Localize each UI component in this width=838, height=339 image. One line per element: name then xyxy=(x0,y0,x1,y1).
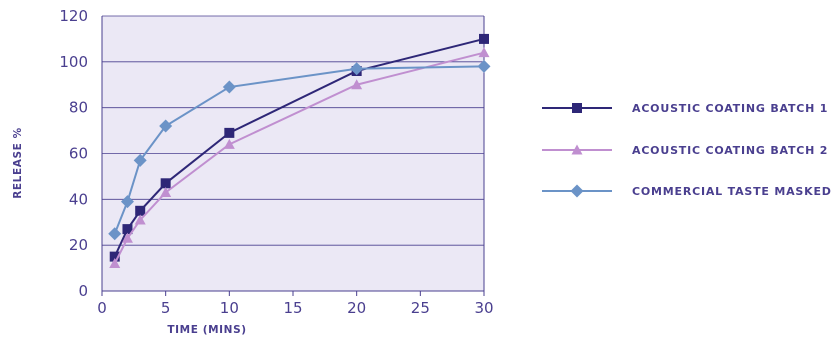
x-tick-labels: 0 5 10 15 20 25 30 xyxy=(97,291,494,317)
legend-marker xyxy=(570,184,584,198)
data-point xyxy=(134,214,146,225)
x-tick-label: 5 xyxy=(161,299,171,317)
y-tick-label: 120 xyxy=(59,7,88,25)
data-point xyxy=(159,119,173,133)
x-tick-label: 10 xyxy=(220,299,239,317)
series-3 xyxy=(108,59,491,241)
y-axis-title: RELEASE % xyxy=(12,127,24,199)
data-point xyxy=(108,227,122,241)
legend-item: ACOUSTIC COATING BATCH 1 xyxy=(542,102,828,115)
legend-label: COMMERCIAL TASTE MASKED xyxy=(632,185,832,198)
data-point xyxy=(109,258,121,268)
x-tick-label: 0 xyxy=(97,299,107,317)
y-tick-label: 20 xyxy=(69,236,88,254)
data-point xyxy=(122,224,133,235)
data-point xyxy=(477,59,491,73)
series-2 xyxy=(109,47,490,268)
data-point xyxy=(109,251,120,262)
legend-marker xyxy=(571,144,583,155)
x-tick-label: 30 xyxy=(474,299,493,317)
legend: ACOUSTIC COATING BATCH 1 ACOUSTIC COATING… xyxy=(542,102,832,198)
y-tick-labels: 0 20 40 60 80 100 120 xyxy=(59,7,88,300)
data-point xyxy=(160,178,171,189)
y-tick-label: 40 xyxy=(69,190,88,208)
data-point xyxy=(135,205,146,216)
data-point xyxy=(223,138,235,149)
data-point xyxy=(478,47,490,58)
y-tick-label: 60 xyxy=(69,145,88,163)
x-tick-label: 20 xyxy=(347,299,366,317)
x-tick-label: 25 xyxy=(411,299,430,317)
legend-item: COMMERCIAL TASTE MASKED xyxy=(542,184,832,198)
x-axis-title: TIME (MINS) xyxy=(167,324,246,336)
y-tick-label: 100 xyxy=(59,53,88,71)
data-point xyxy=(351,79,363,90)
data-point xyxy=(479,33,489,44)
data-point xyxy=(121,232,133,243)
legend-marker xyxy=(572,103,582,113)
legend-label: ACOUSTIC COATING BATCH 1 xyxy=(632,102,828,115)
y-tick-label: 80 xyxy=(69,99,88,117)
legend-label: ACOUSTIC COATING BATCH 2 xyxy=(632,144,828,157)
data-series xyxy=(108,33,491,268)
data-point xyxy=(224,127,235,138)
data-point xyxy=(133,153,147,167)
data-point xyxy=(120,195,134,209)
data-point xyxy=(160,186,172,197)
y-tick-label: 0 xyxy=(78,282,88,300)
x-tick-label: 15 xyxy=(283,299,302,317)
grid-lines xyxy=(102,15,484,246)
data-point xyxy=(222,80,236,94)
legend-item: ACOUSTIC COATING BATCH 2 xyxy=(542,144,828,157)
data-point xyxy=(350,62,364,76)
